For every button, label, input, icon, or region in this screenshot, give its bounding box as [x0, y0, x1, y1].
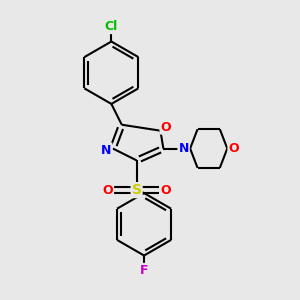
Text: N: N — [178, 142, 189, 155]
Text: O: O — [160, 121, 171, 134]
Text: O: O — [103, 184, 113, 196]
Text: Cl: Cl — [105, 20, 118, 33]
Text: S: S — [132, 183, 142, 197]
Text: F: F — [140, 264, 148, 277]
Text: N: N — [101, 143, 112, 157]
Text: O: O — [160, 184, 171, 196]
Text: O: O — [229, 142, 239, 155]
